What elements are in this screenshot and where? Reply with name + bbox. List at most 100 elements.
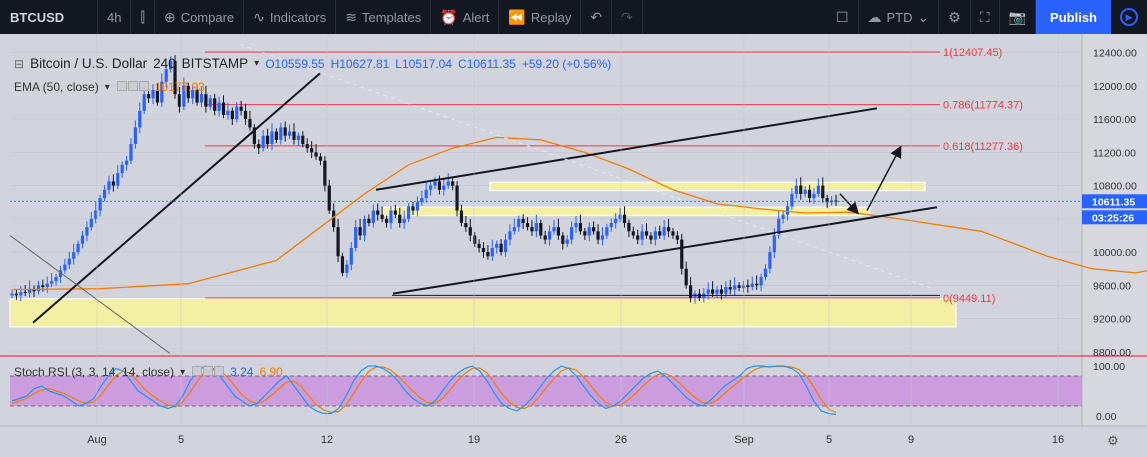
ema-label[interactable]: EMA (50, close) [14,80,99,94]
candle [807,185,812,203]
alert-button[interactable]: ⏰ Alert [431,0,500,34]
candle-body [618,214,622,219]
settings-button[interactable]: ⚙ [939,0,971,34]
candle-body [14,293,19,296]
countdown-label: 03:25:26 [1092,212,1134,224]
candle-body [36,285,41,292]
candle-body [464,223,468,228]
candle [36,280,41,295]
candle-body [755,283,759,286]
candle [614,213,618,229]
candle [715,286,719,299]
candle [622,206,627,228]
candle [94,202,98,224]
fullscreen-button[interactable]: ⛶ [971,0,1000,34]
candle [182,77,186,110]
compare-button[interactable]: ⊕ Compare [155,0,245,34]
candle [459,204,464,227]
candle [120,161,124,178]
trendline-falling [9,235,171,354]
time-axis [0,426,1147,457]
candle [658,225,662,239]
stoch-controls[interactable] [191,365,225,379]
ptd-button[interactable]: ☁ PTD ⌄ [859,0,940,34]
candle-body [424,189,428,199]
candle-body [173,60,177,95]
candle-body [349,247,353,265]
y-tick-label: 10000.00 [1093,247,1137,259]
candle [415,196,419,217]
layout-button[interactable]: ☐ [827,0,859,34]
candle-body [790,193,794,207]
stoch-label[interactable]: Stoch RSI (3, 3, 14, 14, close) [14,365,175,379]
candle [345,260,349,278]
cloud-icon: ☁ [867,8,882,25]
chart-canvas[interactable]: 12400.00 12000.00 11600.00 11200.00 10800.00… [0,34,1147,457]
candle [508,224,512,246]
candle [816,178,820,198]
candle-body [556,227,560,236]
candle-body [160,81,164,103]
candle-body [45,283,49,288]
candle-body [323,160,327,186]
candle-body [142,94,146,111]
candle [605,223,609,239]
candle [50,272,54,288]
candle [592,221,596,235]
candle-body [724,287,728,294]
indicators-button[interactable]: ∿ Indicators [244,0,337,34]
candle-body [561,235,565,244]
candle [221,95,226,119]
candle [323,156,327,192]
redo-button[interactable]: ↷ [612,0,643,34]
candle-body [420,198,424,203]
x-tick-label: 19 [468,434,480,446]
candle-body [54,277,58,282]
candle-body [812,193,816,199]
y-tick-label: 11600.00 [1093,114,1136,126]
candle-body [221,102,226,115]
undo-button[interactable]: ↶ [581,0,613,34]
replay-button[interactable]: ⏪ Replay [499,0,582,34]
candle-body [94,210,98,219]
legend-exchange[interactable]: BITSTAMP [181,56,249,71]
chevron-down-icon[interactable]: ▾ [104,81,110,93]
candle [768,246,772,274]
candle-body [653,231,657,240]
chevron-down-icon[interactable]: ▾ [254,58,260,69]
candle-body [146,94,151,99]
candle-body [733,285,737,290]
candle [636,229,640,245]
publish-button[interactable]: Publish [1036,0,1111,34]
collapse-icon[interactable]: ⊟ [14,56,25,71]
candle [314,144,318,160]
candle [411,201,415,216]
chevron-down-icon[interactable]: ▾ [180,366,186,378]
candle [138,102,142,134]
templates-button[interactable]: ≋ Templates [336,0,432,34]
candle [468,218,472,242]
candle-body [821,185,825,199]
candle [217,96,221,117]
ema-controls[interactable] [116,80,149,94]
candle-body [111,181,115,186]
symbol-search-button[interactable]: BTCUSD [0,0,98,34]
candle [274,128,278,144]
candle-body [451,181,455,186]
candles [10,55,838,304]
candle-body [583,231,587,236]
candle [464,215,468,232]
candle [292,123,296,145]
candle-body [816,185,820,194]
candle-body [495,243,499,248]
candle [473,232,477,248]
candle [248,110,252,131]
candle-body [257,144,261,149]
candle [76,240,80,256]
candle [737,282,741,292]
snapshot-button[interactable]: 📷 [1000,0,1037,34]
candle [146,89,151,103]
chart-style-button[interactable]: ⫿ [131,0,155,34]
interval-button[interactable]: 4h [98,0,132,34]
play-button[interactable]: ▶ [1111,0,1147,34]
